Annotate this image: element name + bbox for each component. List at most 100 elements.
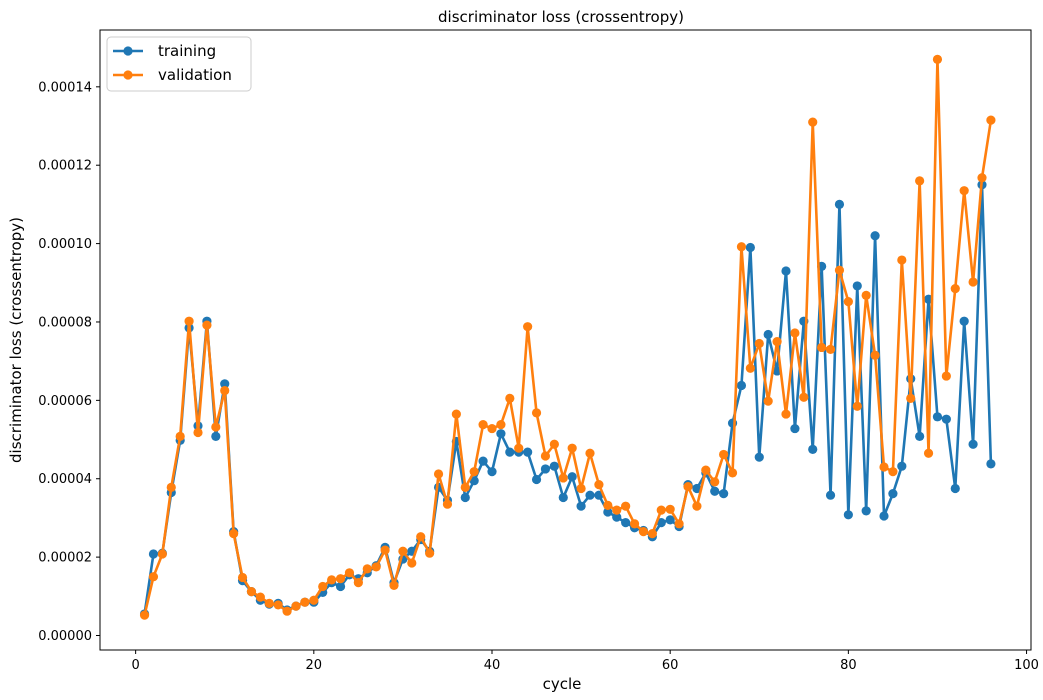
data-point-training xyxy=(505,447,515,457)
data-point-validation xyxy=(870,350,880,360)
data-point-validation xyxy=(772,336,782,347)
data-point-validation xyxy=(362,564,372,574)
data-point-validation xyxy=(621,501,631,511)
data-point-training xyxy=(834,199,845,209)
data-point-validation xyxy=(246,587,257,597)
data-point-training xyxy=(558,492,568,503)
x-tick-label: 0 xyxy=(131,658,139,673)
data-point-validation xyxy=(727,468,738,478)
y-tick-label: 0.00012 xyxy=(38,159,92,174)
data-point-validation xyxy=(318,581,328,592)
data-point-validation xyxy=(710,477,720,487)
data-point-validation xyxy=(959,186,969,196)
data-point-validation xyxy=(416,532,426,542)
data-point-validation xyxy=(549,439,559,449)
y-tick-label: 0.00006 xyxy=(38,394,92,409)
data-point-training xyxy=(932,412,943,422)
data-point-validation xyxy=(523,322,533,332)
data-point-validation xyxy=(923,448,934,458)
x-tick-label: 60 xyxy=(662,658,679,673)
data-point-validation xyxy=(425,548,435,558)
y-tick-label: 0.00008 xyxy=(38,315,92,330)
data-point-training xyxy=(487,467,497,477)
data-point-training xyxy=(897,461,907,471)
data-point-training xyxy=(825,490,836,500)
data-point-validation xyxy=(496,420,506,430)
data-point-validation xyxy=(291,601,301,611)
data-point-training xyxy=(496,429,506,439)
data-point-validation xyxy=(799,392,809,402)
data-point-training xyxy=(861,506,871,516)
data-point-validation xyxy=(451,409,461,419)
series-layer xyxy=(139,54,996,620)
data-point-validation xyxy=(665,504,675,514)
data-point-training xyxy=(808,444,818,454)
data-point-validation xyxy=(781,409,791,419)
data-point-validation xyxy=(184,316,194,326)
data-point-validation xyxy=(906,393,916,403)
data-point-validation xyxy=(825,344,836,355)
data-point-training xyxy=(549,461,559,471)
plot-frame xyxy=(99,29,1032,651)
data-point-validation xyxy=(353,577,363,588)
data-point-validation xyxy=(148,572,159,582)
x-tick-label: 100 xyxy=(1014,658,1039,673)
data-point-validation xyxy=(834,265,845,275)
data-point-validation xyxy=(282,606,292,616)
data-point-training xyxy=(531,474,542,485)
data-point-validation xyxy=(843,296,853,307)
data-point-validation xyxy=(433,469,444,479)
data-point-validation xyxy=(193,427,203,438)
data-point-training xyxy=(719,489,729,499)
data-point-training xyxy=(879,511,889,521)
data-point-validation xyxy=(175,431,185,442)
data-point-training xyxy=(692,483,702,494)
data-point-training xyxy=(763,329,773,340)
data-point-training xyxy=(950,483,960,494)
data-point-validation xyxy=(389,580,399,590)
data-point-validation xyxy=(638,527,649,537)
data-point-validation xyxy=(273,600,283,610)
data-point-validation xyxy=(398,546,408,556)
data-point-validation xyxy=(139,610,150,620)
data-point-validation xyxy=(808,117,818,127)
legend-label-training: training xyxy=(158,42,216,60)
data-point-training xyxy=(603,507,613,517)
data-point-validation xyxy=(237,572,248,583)
data-point-training xyxy=(959,316,969,326)
data-point-training xyxy=(915,431,925,442)
data-point-validation xyxy=(300,597,310,607)
y-tick-label: 0.00004 xyxy=(38,472,92,487)
x-axis: 0 20 40 60 80 100 xyxy=(131,650,1039,673)
x-axis-label: cycle xyxy=(543,675,582,693)
data-point-training xyxy=(790,423,800,434)
data-point-validation xyxy=(229,529,239,539)
data-point-training xyxy=(585,490,595,500)
data-point-validation xyxy=(576,483,586,494)
data-point-validation xyxy=(487,423,497,434)
data-point-validation xyxy=(852,401,862,411)
data-point-validation xyxy=(380,545,390,555)
data-point-training xyxy=(621,518,631,528)
chart-title: discriminator loss (crossentropy) xyxy=(438,8,684,26)
data-point-validation xyxy=(719,449,729,460)
data-point-validation xyxy=(745,363,755,373)
data-point-validation xyxy=(309,595,319,605)
data-point-training xyxy=(852,281,862,291)
data-point-validation xyxy=(469,467,479,477)
data-point-training xyxy=(148,549,159,559)
data-point-training xyxy=(888,489,898,499)
data-point-validation xyxy=(514,443,524,453)
data-point-validation xyxy=(505,393,515,403)
data-point-validation xyxy=(220,385,230,396)
data-point-validation xyxy=(460,482,470,492)
data-point-validation xyxy=(647,529,657,539)
data-point-training xyxy=(710,486,720,496)
data-point-validation xyxy=(683,481,693,492)
data-point-validation xyxy=(335,574,346,584)
y-axis: 0.00000 0.00002 0.00004 0.00006 0.00008 0.000… xyxy=(38,80,100,644)
data-point-validation xyxy=(656,505,666,515)
series-validation xyxy=(139,54,996,620)
data-point-training xyxy=(656,518,666,528)
